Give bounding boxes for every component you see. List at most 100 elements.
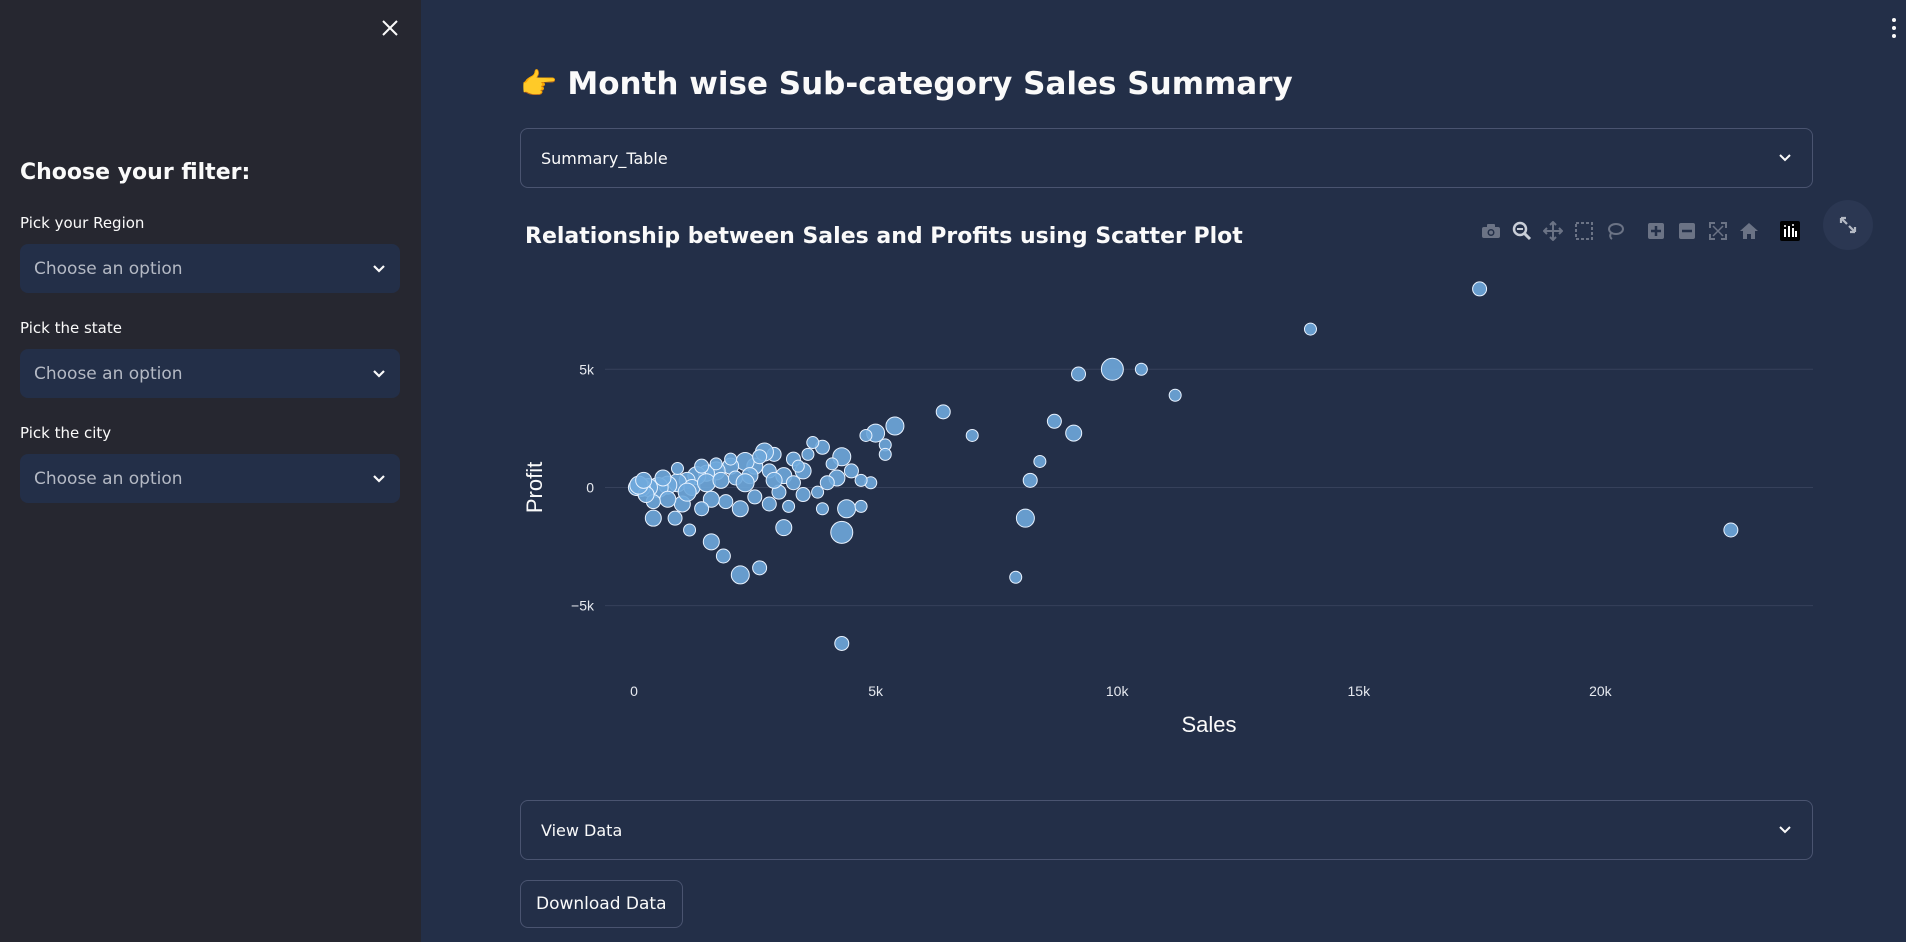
- scatter-plot[interactable]: −5k 0 5k 0 5k 10k 15k 20k Sales Profit: [520, 260, 1820, 760]
- kebab-dot: [1892, 18, 1896, 22]
- scatter-point: [1100, 357, 1124, 381]
- scatter-point: [694, 501, 710, 517]
- scatter-point: [694, 458, 710, 474]
- scatter-point: [712, 471, 730, 489]
- box-select-icon[interactable]: [1573, 220, 1595, 242]
- scatter-point: [1472, 281, 1488, 297]
- scatter-point: [965, 428, 979, 442]
- scatter-point: [854, 473, 868, 487]
- scatter-point: [782, 499, 796, 513]
- region-select[interactable]: Choose an option: [20, 244, 400, 293]
- state-label: Pick the state: [20, 319, 122, 337]
- expand-icon: [1839, 216, 1857, 234]
- summary-table-expander[interactable]: Summary_Table: [520, 128, 1813, 188]
- scatter-point: [1134, 362, 1148, 376]
- x-tick-label: 20k: [1589, 683, 1613, 699]
- scatter-point: [765, 471, 783, 489]
- scatter-point: [730, 565, 750, 585]
- y-tick-label: 0: [586, 479, 594, 495]
- region-label: Pick your Region: [20, 214, 145, 232]
- y-tick-label: 5k: [579, 361, 595, 377]
- scatter-point: [752, 449, 768, 465]
- scatter-point: [1071, 366, 1087, 382]
- scatter-point: [791, 459, 805, 473]
- region-select-placeholder: Choose an option: [34, 258, 183, 279]
- chevron-down-icon: [373, 264, 385, 273]
- plot-modebar: [1480, 218, 1801, 244]
- chevron-down-icon: [373, 369, 385, 378]
- x-tick-label: 5k: [868, 683, 884, 699]
- scatter-point: [878, 447, 892, 461]
- close-icon: [382, 20, 398, 36]
- close-sidebar-button[interactable]: [378, 16, 402, 40]
- x-tick-label: 0: [630, 683, 638, 699]
- scatter-point: [677, 482, 697, 502]
- scatter-point: [1015, 508, 1035, 528]
- zoom-in-icon[interactable]: [1645, 220, 1667, 242]
- chart-title: Relationship between Sales and Profits u…: [525, 224, 1243, 249]
- view-data-expander[interactable]: View Data: [520, 800, 1813, 860]
- camera-icon[interactable]: [1480, 220, 1502, 242]
- scatter-point: [1168, 388, 1182, 402]
- scatter-point: [718, 494, 734, 510]
- download-data-button[interactable]: Download Data: [520, 880, 683, 928]
- scatter-point: [761, 496, 777, 512]
- y-tick-label: −5k: [571, 598, 595, 614]
- scatter-point: [1303, 322, 1317, 336]
- scatter-point: [683, 523, 697, 537]
- scatter-point: [1022, 472, 1038, 488]
- summary-table-expander-label: Summary_Table: [541, 148, 668, 168]
- scatter-point: [702, 490, 720, 508]
- scatter-point: [644, 509, 662, 527]
- scatter-point: [801, 447, 815, 461]
- scatter-point: [715, 548, 731, 564]
- lasso-select-icon[interactable]: [1604, 220, 1626, 242]
- zoom-icon[interactable]: [1511, 220, 1533, 242]
- autoscale-icon[interactable]: [1707, 220, 1729, 242]
- x-axis-title: Sales: [1181, 712, 1236, 737]
- scatter-point: [843, 463, 859, 479]
- plotly-logo-icon[interactable]: [1779, 220, 1801, 242]
- scatter-point: [667, 510, 683, 526]
- scatter-point: [709, 457, 723, 471]
- scatter-point: [859, 428, 873, 442]
- scatter-point: [731, 500, 749, 518]
- fullscreen-button[interactable]: [1823, 200, 1873, 250]
- scatter-point: [1046, 413, 1062, 429]
- main-menu-button[interactable]: [1890, 18, 1898, 38]
- scatter-point: [935, 404, 951, 420]
- scatter-point: [795, 487, 811, 503]
- scatter-point: [806, 436, 820, 450]
- scatter-point: [819, 475, 835, 491]
- scatter-point: [775, 519, 793, 537]
- city-select[interactable]: Choose an option: [20, 454, 400, 503]
- scatter-point: [654, 469, 672, 487]
- pan-icon[interactable]: [1542, 220, 1564, 242]
- city-label: Pick the city: [20, 424, 112, 442]
- scatter-point: [735, 473, 755, 493]
- reset-axes-icon[interactable]: [1738, 220, 1760, 242]
- chevron-down-icon: [1779, 826, 1791, 834]
- state-select[interactable]: Choose an option: [20, 349, 400, 398]
- scatter-point: [670, 462, 684, 476]
- scatter-point: [1009, 570, 1023, 584]
- page-title: 👉 Month wise Sub-category Sales Summary: [520, 66, 1293, 102]
- scatter-point: [635, 471, 653, 489]
- scatter-point: [1065, 424, 1083, 442]
- scatter-point: [752, 560, 768, 576]
- pointing-hand-icon: 👉: [520, 66, 558, 102]
- chevron-down-icon: [373, 474, 385, 483]
- x-tick-label: 15k: [1348, 683, 1372, 699]
- filter-heading: Choose your filter:: [20, 160, 251, 185]
- city-select-placeholder: Choose an option: [34, 468, 183, 489]
- scatter-point: [702, 533, 720, 551]
- scatter-point: [825, 457, 839, 471]
- scatter-point: [747, 489, 763, 505]
- scatter-point: [885, 416, 905, 436]
- scatter-point: [1033, 454, 1047, 468]
- scatter-point: [837, 499, 857, 519]
- y-axis-title: Profit: [522, 462, 547, 513]
- scatter-point: [830, 520, 854, 544]
- kebab-dot: [1892, 34, 1896, 38]
- zoom-out-icon[interactable]: [1676, 220, 1698, 242]
